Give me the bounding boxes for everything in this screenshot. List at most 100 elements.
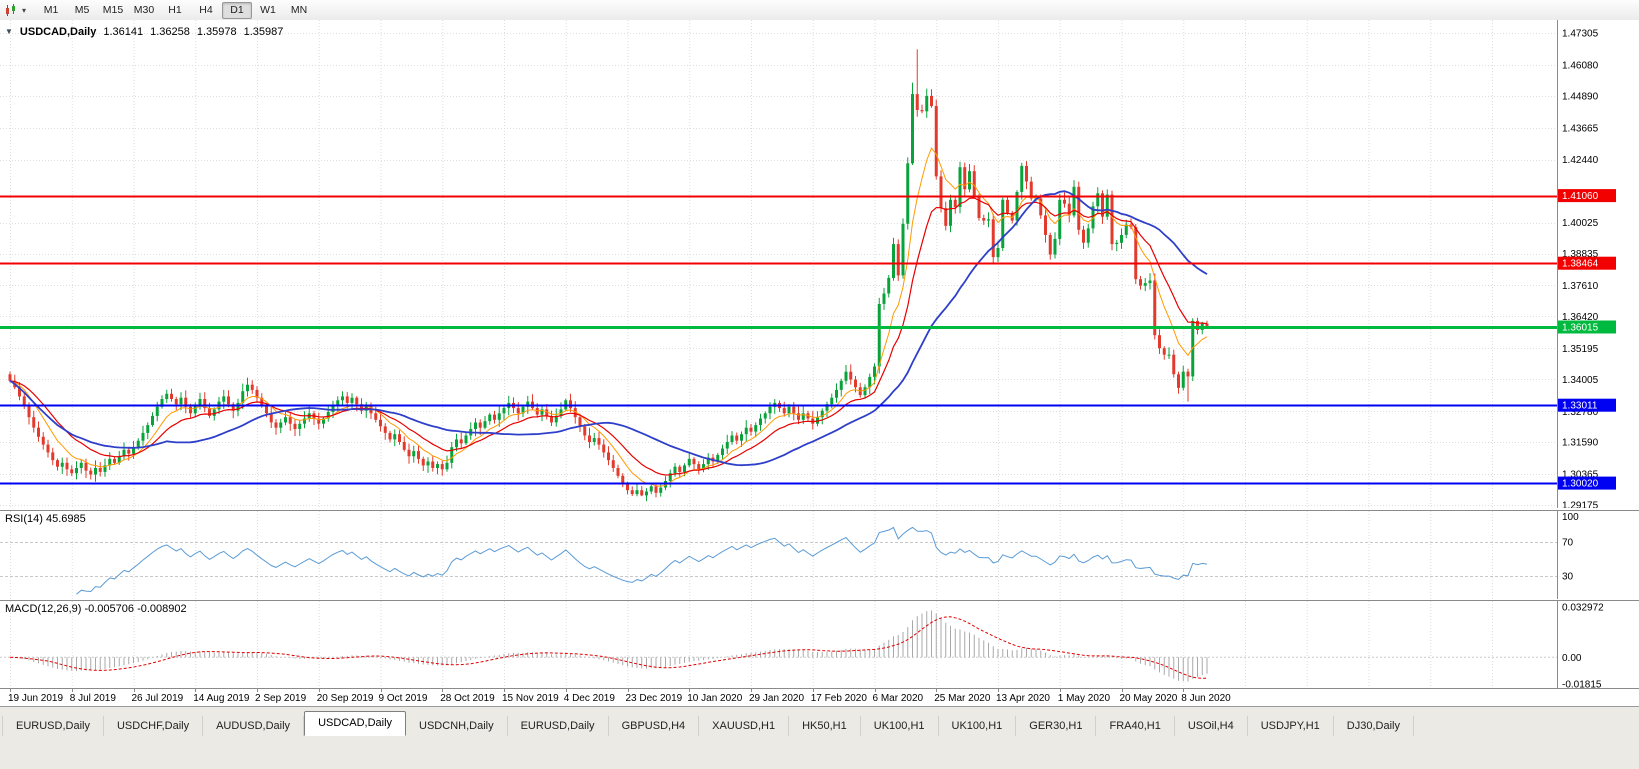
date-tick-mark bbox=[998, 689, 999, 692]
timeframe-button-mn[interactable]: MN bbox=[290, 4, 308, 16]
chart-tab-usoil-h4[interactable]: USOil,H4 bbox=[1175, 716, 1248, 736]
date-tick-mark bbox=[10, 689, 11, 692]
date-label: 26 Jul 2019 bbox=[131, 693, 184, 704]
svg-text:1.46080: 1.46080 bbox=[1562, 60, 1599, 71]
date-tick-mark bbox=[565, 689, 567, 692]
ohlc-low: 1.35978 bbox=[196, 26, 237, 38]
chart-tab-usdjpy-h1[interactable]: USDJPY,H1 bbox=[1248, 716, 1334, 736]
date-label: 19 Jun 2019 bbox=[8, 693, 64, 704]
date-label: 20 May 2020 bbox=[1119, 693, 1178, 704]
rsi-pane[interactable]: 100 70 30 bbox=[0, 510, 1639, 599]
chart-tab-audusd-daily[interactable]: AUDUSD,Daily bbox=[203, 716, 305, 736]
chart-menu-icon[interactable]: ▼ bbox=[5, 27, 13, 36]
rsi-line bbox=[76, 526, 1208, 595]
chart-tab-usdchf-daily[interactable]: USDCHF,Daily bbox=[104, 716, 204, 736]
chart-tab-ger30-h1[interactable]: GER30,H1 bbox=[1016, 716, 1097, 736]
date-label: 17 Feb 2020 bbox=[810, 693, 867, 704]
macd-signal-line bbox=[9, 616, 1208, 679]
chart-tab-eurusd-daily[interactable]: EURUSD,Daily bbox=[2, 716, 104, 736]
timeframe-button-w1[interactable]: W1 bbox=[260, 4, 276, 16]
svg-text:1.47305: 1.47305 bbox=[1562, 29, 1599, 40]
rsi-indicator-label: RSI(14) 45.6985 bbox=[5, 513, 86, 525]
date-tick-mark bbox=[874, 689, 876, 692]
chart-tab-dj30-daily[interactable]: DJ30,Daily bbox=[1334, 716, 1414, 736]
timeframe-button-m15[interactable]: M15 bbox=[102, 4, 124, 16]
svg-text:1.36420: 1.36420 bbox=[1562, 312, 1599, 323]
date-tick-mark bbox=[504, 689, 505, 692]
price-line-badge: 1.36015 bbox=[1558, 320, 1616, 334]
price-line-badge: 1.30020 bbox=[1558, 476, 1616, 490]
timeframe-button-h1[interactable]: H1 bbox=[168, 4, 182, 16]
timeframe-button-d1[interactable]: D1 bbox=[222, 1, 253, 19]
macd-axis[interactable]: 0.032972 0.00 -0.01815 bbox=[1557, 601, 1605, 690]
date-label: 25 Mar 2020 bbox=[934, 693, 991, 704]
chart-tab-gbpusd-h4[interactable]: GBPUSD,H4 bbox=[609, 716, 700, 736]
date-label: 1 May 2020 bbox=[1057, 693, 1111, 704]
ohlc-open: 1.36141 bbox=[103, 26, 144, 38]
date-tick-mark bbox=[812, 689, 814, 692]
svg-text:1.38464: 1.38464 bbox=[1562, 259, 1599, 270]
chart-symbol-label: USDCAD,Daily bbox=[19, 26, 97, 38]
candlestick-chart-icon[interactable] bbox=[4, 3, 19, 17]
chart-tab-xauusd-h1[interactable]: XAUUSD,H1 bbox=[699, 716, 790, 736]
svg-text:100: 100 bbox=[1562, 512, 1579, 523]
grid bbox=[10, 511, 1493, 599]
date-tick-mark bbox=[1059, 689, 1061, 692]
chart-tab-eurusd-daily[interactable]: EURUSD,Daily bbox=[508, 716, 609, 736]
date-tick-mark bbox=[936, 689, 938, 692]
date-tick-mark bbox=[133, 689, 135, 692]
timeframe-button-m1[interactable]: M1 bbox=[43, 4, 59, 16]
main-chart-pane[interactable]: 1.47305 1.46080 1.44890 1.43665 1.42440 1.400… bbox=[0, 20, 1639, 508]
price-line-badge: 1.38464 bbox=[1558, 256, 1616, 270]
chart-type-dropdown-icon[interactable]: ▾ bbox=[22, 5, 27, 15]
svg-text:1.30365: 1.30365 bbox=[1562, 470, 1599, 481]
timeframe-button-h4[interactable]: H4 bbox=[199, 4, 213, 16]
date-tick-mark bbox=[1183, 689, 1185, 692]
chart-tab-usdcnh-daily[interactable]: USDCNH,Daily bbox=[406, 716, 508, 736]
price-axis[interactable]: 1.47305 1.46080 1.44890 1.43665 1.42440 1.400… bbox=[1557, 20, 1617, 508]
chart-tab-usdcad-daily[interactable]: USDCAD,Daily bbox=[304, 711, 407, 736]
chart-tab-uk100-h1[interactable]: UK100,H1 bbox=[861, 716, 939, 736]
date-tick-mark bbox=[442, 689, 444, 692]
timeframe-button-m30[interactable]: M30 bbox=[133, 4, 155, 16]
date-tick-mark bbox=[1121, 689, 1123, 692]
chart-tab-fra40-h1[interactable]: FRA40,H1 bbox=[1096, 716, 1175, 736]
svg-text:1.33011: 1.33011 bbox=[1562, 401, 1598, 412]
chart-tab-uk100-h1[interactable]: UK100,H1 bbox=[939, 716, 1017, 736]
price-line-badge: 1.33011 bbox=[1558, 398, 1616, 412]
candlestick-chart-glyph bbox=[6, 3, 15, 16]
grid bbox=[10, 601, 1493, 689]
timeframe-button-m5[interactable]: M5 bbox=[74, 4, 90, 16]
candles bbox=[8, 49, 1209, 502]
date-label: 8 Jul 2019 bbox=[69, 693, 116, 704]
date-tick-mark bbox=[195, 689, 197, 692]
svg-text:1.37610: 1.37610 bbox=[1562, 281, 1599, 292]
date-tick-mark bbox=[257, 689, 258, 692]
ohlc-high: 1.36258 bbox=[150, 26, 190, 38]
svg-text:1.36015: 1.36015 bbox=[1562, 323, 1599, 334]
ohlc-close: 1.35987 bbox=[243, 26, 284, 38]
date-label: 20 Sep 2019 bbox=[316, 693, 374, 704]
chart-tab-hk50-h1[interactable]: HK50,H1 bbox=[789, 716, 861, 736]
date-label: 6 Mar 2020 bbox=[872, 693, 924, 704]
svg-text:1.40025: 1.40025 bbox=[1562, 218, 1599, 229]
svg-text:0.00: 0.00 bbox=[1562, 653, 1582, 664]
svg-text:0.032972: 0.032972 bbox=[1562, 603, 1604, 614]
date-axis[interactable]: 19 Jun 2019 8 Jul 2019 26 Jul 2019 14 Aug 2… bbox=[0, 688, 1639, 707]
grid bbox=[0, 20, 1557, 508]
svg-text:70: 70 bbox=[1562, 538, 1574, 549]
date-label: 8 Jun 2020 bbox=[1181, 693, 1231, 704]
macd-histogram bbox=[14, 610, 1208, 682]
date-label: 2 Sep 2019 bbox=[255, 693, 307, 704]
date-label: 14 Aug 2019 bbox=[193, 693, 250, 704]
timeframe-buttons: M1 M5 M15 M30 H1 H4 D1 W1 MN bbox=[36, 1, 314, 19]
svg-text:1.31590: 1.31590 bbox=[1562, 438, 1599, 449]
svg-text:1.32780: 1.32780 bbox=[1562, 407, 1599, 418]
macd-pane[interactable]: 0.032972 0.00 -0.01815 bbox=[0, 600, 1639, 689]
svg-text:-0.01815: -0.01815 bbox=[1562, 680, 1602, 690]
chart-tabs: EURUSD,Daily USDCHF,Daily AUDUSD,Daily USDC… bbox=[2, 711, 1414, 736]
svg-text:1.34005: 1.34005 bbox=[1562, 375, 1599, 386]
svg-text:1.38835: 1.38835 bbox=[1562, 249, 1599, 260]
date-label: 28 Oct 2019 bbox=[440, 693, 495, 704]
rsi-axis[interactable]: 100 70 30 bbox=[1557, 511, 1580, 599]
